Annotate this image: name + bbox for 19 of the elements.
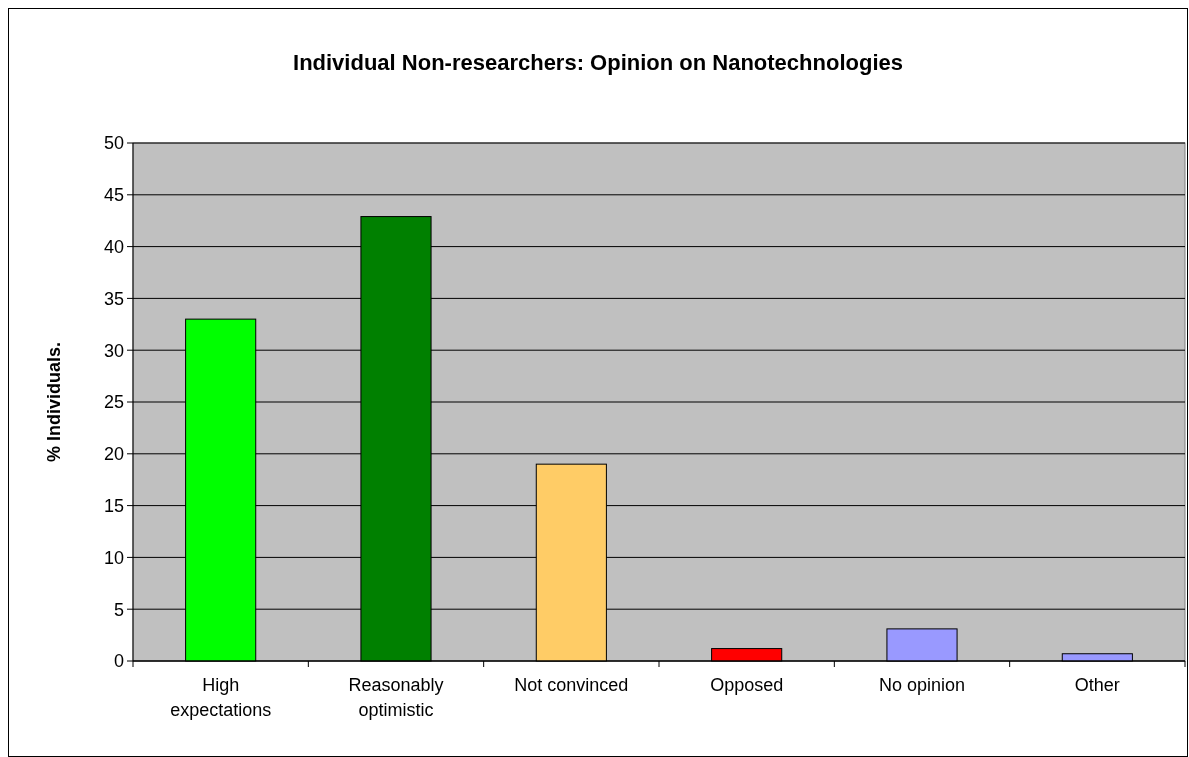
y-tick-label: 5 bbox=[113, 599, 124, 620]
x-tick-label: Not convinced bbox=[514, 675, 629, 695]
y-tick-label: 35 bbox=[103, 288, 124, 309]
y-tick-label: 50 bbox=[103, 133, 124, 154]
x-tick-label: Reasonably optimistic bbox=[348, 675, 444, 720]
y-tick-label: 40 bbox=[103, 236, 124, 257]
x-tick-label: No opinion bbox=[878, 675, 966, 695]
x-tick-label: Other bbox=[1074, 675, 1120, 695]
y-tick-label: 45 bbox=[103, 185, 124, 206]
y-tick-label: 10 bbox=[103, 547, 124, 568]
x-tick-label: High expectations bbox=[170, 675, 272, 720]
y-tick-label: 25 bbox=[103, 392, 124, 413]
y-tick-label: 30 bbox=[103, 340, 124, 361]
y-tick-label: 0 bbox=[113, 651, 124, 672]
y-tick-label: 15 bbox=[103, 495, 124, 516]
y-axis-title: % Individuals. bbox=[44, 341, 64, 463]
chart-title: Individual Non-researchers: Opinion on Nanotechnologies bbox=[293, 50, 903, 75]
x-tick-label: Opposed bbox=[710, 675, 784, 695]
y-tick-label: 20 bbox=[103, 444, 124, 465]
